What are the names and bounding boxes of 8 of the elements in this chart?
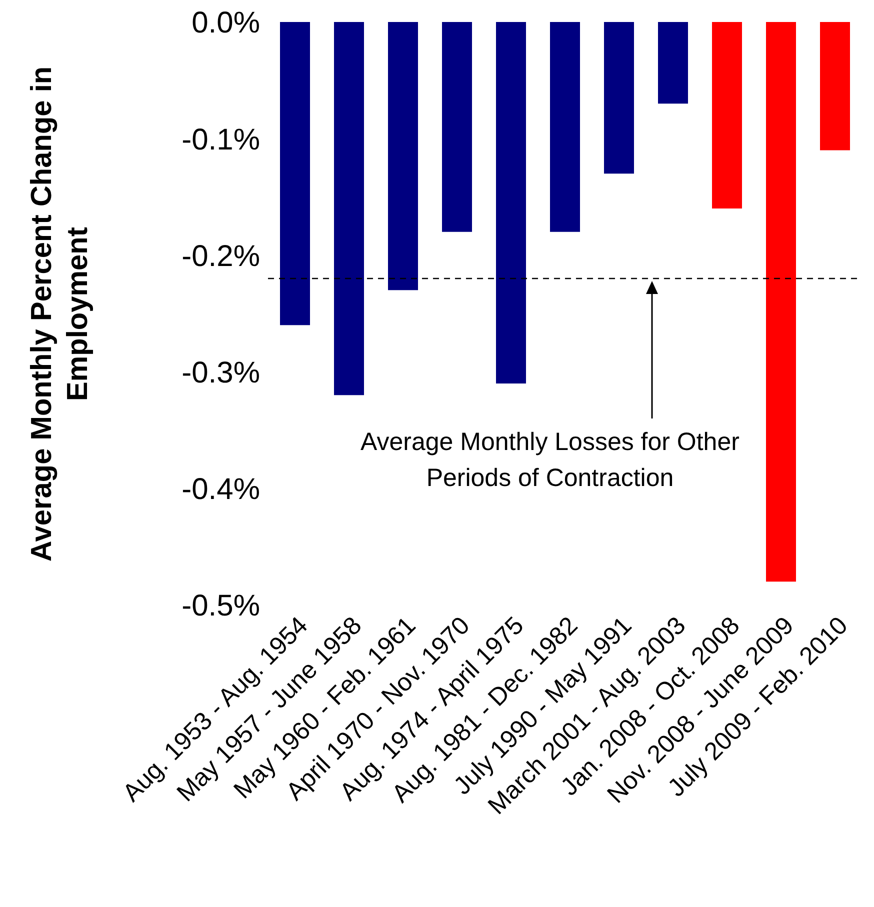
y-tick-label: 0.0%: [192, 6, 260, 40]
y-tick-label: -0.2%: [182, 240, 260, 273]
y-axis-title: Average Monthly Percent Change in Employment: [25, 64, 95, 564]
y-tick-label: -0.5%: [182, 590, 260, 623]
y-tick-label: -0.1%: [182, 123, 260, 156]
y-tick-label: -0.4%: [182, 473, 260, 506]
y-tick-label: -0.3%: [182, 356, 260, 390]
ref-line-label: Average Monthly Losses for Other Periods of Contraction: [360, 427, 740, 494]
